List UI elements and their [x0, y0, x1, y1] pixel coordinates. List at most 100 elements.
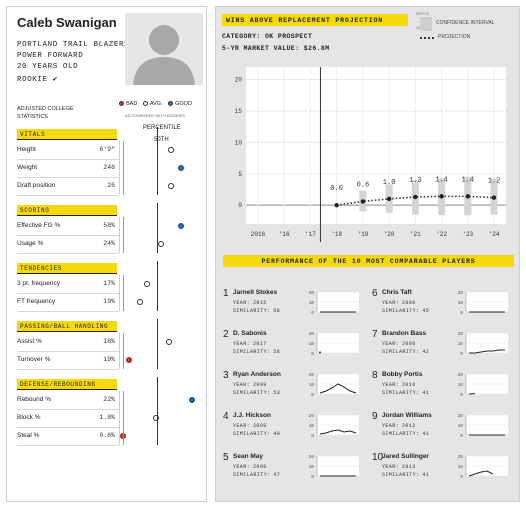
percentile-axis-line [123, 217, 124, 253]
percentile-marker [158, 241, 165, 247]
comparable-sparkline: 20 10 0 [309, 290, 359, 316]
comparable-player: 9 Jordan Williams YEAR: 2012 SIMILARITY: 41 20… [372, 411, 512, 451]
ci-legend-label: CONFIDENCE INTERVAL [436, 20, 495, 26]
comparable-sparkline: 20 10 0 [458, 413, 508, 439]
projection-point [360, 199, 366, 204]
similarity-label: SIMILARITY: [233, 349, 271, 355]
similarity-value: 58 [273, 349, 281, 355]
sparkline-tick-label: 20 [458, 413, 464, 419]
comparable-year: YEAR: 2006 [233, 464, 267, 470]
legend-good-label: GOOD [175, 101, 192, 107]
percentile-marker [168, 147, 175, 153]
comparable-sparkline: 20 10 0 [309, 372, 359, 398]
year-value: 2015 [253, 300, 267, 306]
column-separator [119, 333, 120, 369]
war-market-value: 5-YR MARKET VALUE: $26.8m [222, 45, 330, 52]
percentile-50-line [157, 261, 158, 311]
sparkline-line [468, 393, 476, 395]
column-separator [119, 391, 120, 445]
category-underline [17, 139, 117, 140]
y-tick-label: 15 [235, 108, 243, 115]
percentile-50-line [157, 319, 158, 369]
stat-label: Assist % [17, 338, 42, 345]
x-tick-label: '16 [279, 231, 290, 238]
projection-value-label: 0.0 [330, 185, 343, 193]
sparkline-tick-label: 0 [460, 351, 463, 357]
row-separator [17, 195, 119, 196]
percentile-marker [143, 281, 150, 287]
bad-legend-icon [119, 101, 124, 106]
projection-point [386, 196, 392, 202]
comparable-name: Sean May [233, 453, 263, 460]
category-underline [17, 389, 117, 390]
similarity-value: 41 [422, 431, 430, 437]
sparkline-tick-label: 0 [460, 474, 463, 480]
stat-label: Rebound % [17, 396, 51, 403]
comparable-sparkline: 20 10 0 [309, 331, 359, 357]
comparable-sparkline: 20 10 0 [458, 454, 508, 480]
sparkline-line [469, 349, 505, 354]
similarity-value: 41 [422, 390, 430, 396]
stat-label: Turnover % [17, 356, 51, 363]
comparable-name: D. Sabonis [233, 330, 267, 337]
sparkline-tick-label: 10 [309, 382, 315, 388]
sparkline-tick-label: 20 [458, 372, 464, 378]
similarity-value: 53 [273, 390, 281, 396]
percentile-marker [137, 299, 144, 305]
year-label: YEAR: [382, 423, 400, 429]
column-separator [119, 217, 120, 253]
year-label: YEAR: [382, 464, 400, 470]
similarity-label: SIMILARITY: [382, 308, 420, 314]
comparable-rank: 8 [372, 370, 378, 381]
similarity-label: SIMILARITY: [233, 308, 271, 314]
comparable-year: YEAR: 2013 [382, 464, 416, 470]
comparable-player: 6 Chris Taft YEAR: 2006 SIMILARITY: 45 20 10 0 [372, 288, 512, 328]
category-underline [17, 273, 117, 274]
x-tick-label: '23 [462, 231, 473, 238]
category-underline [17, 215, 117, 216]
x-tick-label: '19 [357, 231, 368, 238]
similarity-value: 47 [273, 472, 281, 478]
war-chart: 0 5 10 15 20 2016 '16 '17 '18 '19 '20 '21 '22 '23 '24 0… [235, 67, 506, 242]
good-legend-icon [168, 101, 174, 106]
sparkline-tick-label: 20 [309, 413, 315, 419]
comparable-similarity: SIMILARITY: 42 [382, 349, 429, 355]
year-label: YEAR: [382, 300, 400, 306]
similarity-label: SIMILARITY: [382, 472, 420, 478]
comparable-year: YEAR: 2009 [233, 423, 267, 429]
x-tick-label: '24 [489, 231, 500, 238]
comparable-sparkline: 20 10 0 [458, 290, 508, 316]
comparable-similarity: SIMILARITY: 45 [382, 308, 429, 314]
percentile-marker [177, 165, 184, 171]
category-title: TENDENCIES [17, 263, 117, 273]
year-label: YEAR: [233, 464, 251, 470]
y-tick-label: 5 [238, 171, 242, 178]
percentile-50-line [157, 377, 158, 445]
projection-point [465, 194, 470, 199]
percentile-header: PERCENTILE [143, 125, 181, 131]
comparable-rank: 5 [223, 452, 229, 463]
comparable-name: Ryan Anderson [233, 371, 281, 378]
comparable-year: YEAR: 2006 [382, 341, 416, 347]
comparable-sparkline: 20 10 0 [309, 413, 359, 439]
ci-legend-icon [420, 17, 432, 31]
y-tick-label: 0 [238, 202, 242, 209]
sparkline-tick-label: 10 [309, 464, 315, 470]
percentile-50-line [157, 127, 158, 195]
sparkline-tick-label: 10 [458, 341, 464, 347]
similarity-label: SIMILARITY: [233, 472, 271, 478]
percentile-axis-line [123, 333, 124, 369]
percentile-marker [189, 397, 196, 403]
sparkline-tick-label: 0 [460, 433, 463, 439]
percentile-axis-line [123, 275, 124, 311]
sparkline-tick-label: 20 [309, 331, 315, 337]
row-separator [17, 235, 119, 236]
player-position: POWER FORWARD [17, 52, 84, 60]
projection-value-label: 1.4 [435, 176, 448, 184]
sparkline-tick-label: 0 [311, 433, 314, 439]
percentile-axis-line [123, 141, 124, 195]
category-title: DEFENSE/REBOUNDING [17, 379, 117, 389]
sparkline-tick-label: 10 [458, 300, 464, 306]
comparable-name: Bobby Portis [382, 371, 423, 378]
avatar [125, 13, 203, 85]
